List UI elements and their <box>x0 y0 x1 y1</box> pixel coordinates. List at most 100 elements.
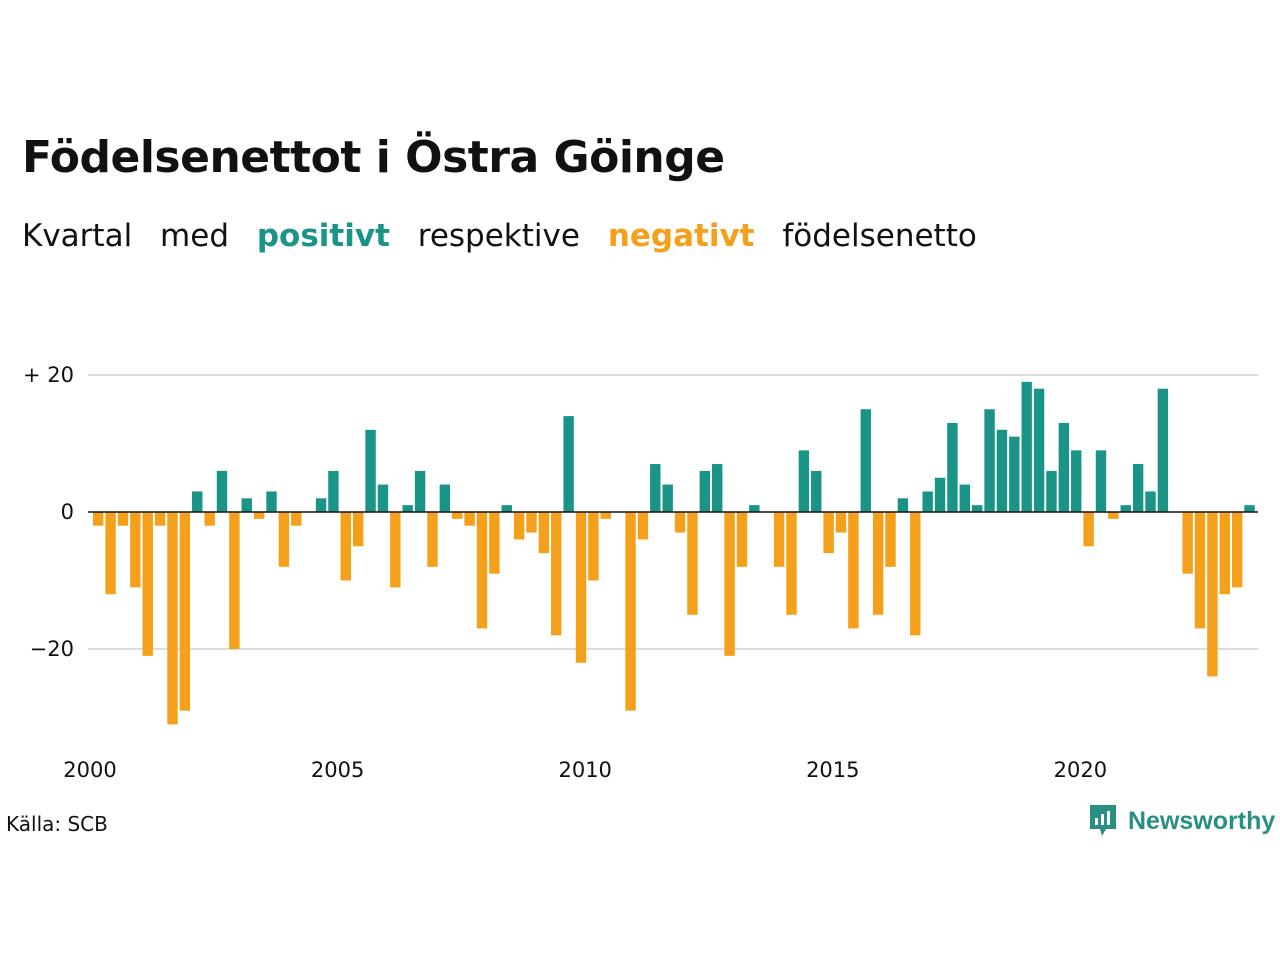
bar <box>1207 512 1218 677</box>
bar <box>1021 381 1032 512</box>
bar <box>390 512 401 588</box>
bar <box>167 512 178 725</box>
bar <box>872 512 884 615</box>
bar <box>910 512 921 636</box>
bar <box>452 512 463 519</box>
x-tick-label: 2015 <box>806 758 859 782</box>
newsworthy-logo[interactable]: Newsworthy <box>1088 803 1275 839</box>
bar <box>637 512 649 540</box>
bar <box>860 409 871 512</box>
bar <box>328 470 339 512</box>
subtitle-part-3: respektive <box>417 218 580 254</box>
bar <box>600 512 611 519</box>
bar <box>130 512 141 588</box>
bar <box>427 512 438 567</box>
subtitle-positive-word: positivt <box>256 218 390 254</box>
bar <box>971 505 983 512</box>
bar <box>1145 491 1156 512</box>
bar <box>699 470 711 512</box>
subtitle-part-2: med <box>160 218 229 254</box>
bar <box>575 512 587 663</box>
bar <box>1157 388 1169 512</box>
y-tick-label: + 20 <box>23 363 74 387</box>
bar <box>897 498 909 512</box>
bar <box>414 470 426 512</box>
bar <box>1120 505 1131 512</box>
bar <box>563 416 574 512</box>
bar <box>625 512 636 711</box>
bar <box>551 512 562 636</box>
bar <box>464 512 475 526</box>
bar <box>674 512 686 533</box>
bar <box>996 429 1008 512</box>
bar <box>1071 450 1082 512</box>
bar <box>1083 512 1094 547</box>
bar <box>823 512 834 554</box>
bar <box>117 512 129 526</box>
bar <box>1058 422 1070 512</box>
bar <box>1095 450 1107 512</box>
bar <box>229 512 240 649</box>
bar <box>204 512 215 526</box>
x-tick-label: 2010 <box>558 758 611 782</box>
source-note: Källa: SCB <box>6 812 108 836</box>
bar <box>365 429 376 512</box>
axis-layer: + 20 0 −20 2000 2005 2010 2015 2020 <box>23 363 1258 782</box>
subtitle-part-1: Kvartal <box>22 218 133 254</box>
bar <box>1046 470 1057 512</box>
bar <box>1244 505 1255 512</box>
subtitle-part-4: födelsenetto <box>782 218 977 254</box>
bar <box>513 512 525 540</box>
x-tick-label: 2020 <box>1054 758 1107 782</box>
bar <box>526 512 537 533</box>
y-tick-label: −20 <box>30 637 74 661</box>
bar <box>278 512 290 567</box>
bar <box>662 484 673 512</box>
bar <box>501 505 512 512</box>
bar <box>947 422 958 512</box>
bar <box>439 484 451 512</box>
bar <box>402 505 413 512</box>
bar <box>811 470 822 512</box>
bar <box>984 409 995 512</box>
chart-subtitle: Kvartal med positivt respektive negativt… <box>22 218 995 254</box>
newsworthy-logo-icon <box>1090 805 1116 836</box>
bar <box>922 491 933 512</box>
bar <box>588 512 599 581</box>
bar <box>105 512 116 595</box>
bar <box>1132 464 1144 512</box>
bar <box>253 512 265 519</box>
bar <box>724 512 735 656</box>
bar <box>1108 512 1119 519</box>
bar <box>489 512 500 574</box>
logo-text: Newsworthy <box>1128 806 1276 835</box>
x-tick-label: 2000 <box>63 758 116 782</box>
bar <box>476 512 488 629</box>
subtitle-negative-word: negativt <box>607 218 755 254</box>
bar <box>216 470 228 512</box>
bar <box>352 512 364 547</box>
bar <box>291 512 302 526</box>
bar <box>736 512 748 567</box>
bar <box>798 450 810 512</box>
bar <box>266 491 277 512</box>
bar <box>650 464 661 512</box>
bar <box>773 512 785 567</box>
x-tick-label: 2005 <box>311 758 364 782</box>
bar <box>538 512 550 554</box>
grid-layer <box>88 374 1258 650</box>
bar <box>749 505 760 512</box>
bar <box>192 491 203 512</box>
bar <box>1231 512 1243 588</box>
bar <box>315 498 327 512</box>
bar <box>377 484 389 512</box>
bar <box>1182 512 1193 574</box>
bar <box>712 464 723 512</box>
bar <box>241 498 252 512</box>
bar <box>154 512 166 526</box>
bar <box>885 512 896 567</box>
bar <box>687 512 698 615</box>
bar <box>934 477 946 512</box>
bar <box>786 512 797 615</box>
bar <box>1194 512 1206 629</box>
